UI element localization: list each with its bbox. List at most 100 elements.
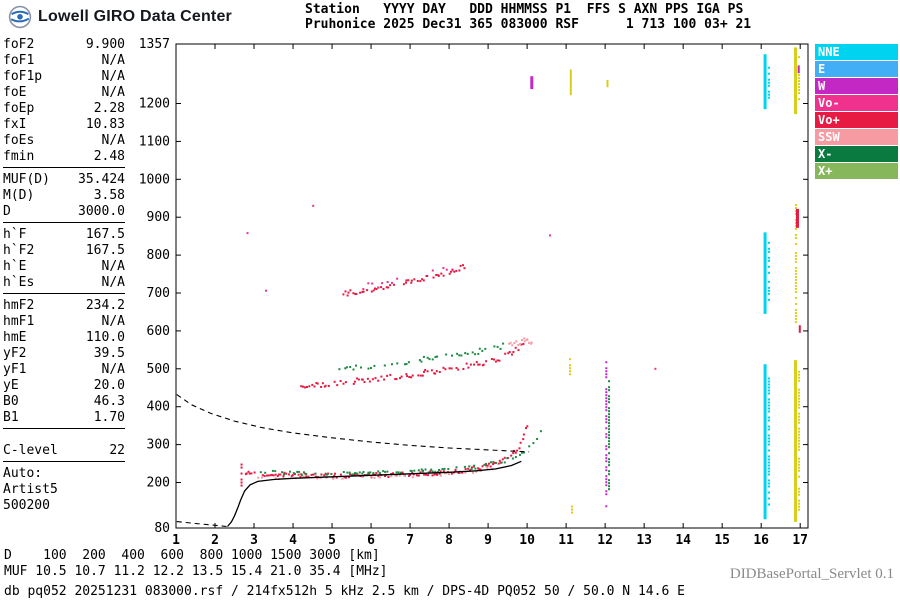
param-row-500200: 500200: [3, 498, 125, 514]
param-row-hf: h`F 167.5: [3, 227, 125, 243]
param-label: hmF1: [3, 314, 35, 329]
param-row-hmf2: hmF2 234.2: [3, 298, 125, 314]
param-value: 2.28: [93, 101, 125, 116]
param-row-foe: foE N/A: [3, 85, 125, 101]
x-tick-label: 4: [289, 533, 297, 548]
param-row-ye: yE 20.0: [3, 378, 125, 394]
param-label: h`F: [3, 227, 27, 242]
y-tick-label: 1100: [139, 134, 170, 149]
legend-item-nne: NNE: [815, 44, 898, 60]
y-tick-label: 200: [147, 476, 170, 491]
y-tick-label: 800: [147, 248, 170, 263]
y-tick-label: 400: [147, 400, 170, 415]
series-noise-specks: [246, 204, 657, 370]
param-label: foEs: [3, 133, 35, 148]
param-row-he: h`E N/A: [3, 259, 125, 275]
servlet-version: DIDBasePortal_Servlet 0.1: [729, 566, 894, 582]
y-tick-label: 1000: [139, 172, 170, 187]
param-row-md: M(D) 3.58: [3, 188, 125, 204]
series-hop2-tip: [508, 337, 533, 347]
param-value: N/A: [101, 275, 125, 290]
param-label: M(D): [3, 188, 35, 203]
station-header-values: Pruhonice 2025 Dec31 365 083000 RSF 1 71…: [305, 17, 752, 32]
d-distances-row: D 100 200 400 600 800 1000 1500 3000 [km…: [4, 548, 380, 563]
y-tick-label: 300: [147, 438, 170, 453]
param-row-fof1: foF1 N/A: [3, 53, 125, 69]
param-value: 10.83: [85, 117, 125, 132]
x-tick-label: 14: [675, 533, 691, 548]
param-label: B1: [3, 410, 19, 425]
x-tick-label: 7: [406, 533, 414, 548]
param-label: fmin: [3, 149, 35, 164]
param-label: fxI: [3, 117, 27, 132]
param-group: C-level 22: [3, 443, 125, 462]
giro-logo: Lowell GIRO Data Center: [8, 5, 232, 29]
param-value: 3000.0: [78, 204, 125, 219]
param-value: 234.2: [85, 298, 125, 313]
station-header: Station YYYY DAY DDD HHMMSS P1 FFS S AXN…: [305, 2, 751, 32]
param-value: 22: [109, 443, 125, 458]
param-row-hmf1: hmF1 N/A: [3, 314, 125, 330]
legend-item-x: X+: [815, 163, 898, 179]
param-row-auto: Auto:: [3, 466, 125, 482]
muf-values-row: MUF 10.5 10.7 11.2 12.2 13.5 15.4 21.0 3…: [4, 564, 388, 579]
series-f-trace-x: [259, 430, 542, 477]
db-info-line: db pq052 20251231 083000.rsf / 214fx512h…: [4, 584, 685, 599]
param-row-hme: hmE 110.0: [3, 330, 125, 346]
rfi-strips: [240, 47, 801, 522]
station-header-columns: Station YYYY DAY DDD HHMMSS P1 FFS S AXN…: [305, 2, 744, 17]
x-tick-label: 17: [792, 533, 808, 548]
param-row-mufd: MUF(D) 35.424: [3, 172, 125, 188]
param-label: C-level: [3, 443, 58, 458]
legend-item-x: X-: [815, 146, 898, 162]
legend-item-vo: Vo-: [815, 95, 898, 111]
x-tick-label: 15: [714, 533, 730, 548]
x-tick-label: 16: [753, 533, 769, 548]
param-label: MUF(D): [3, 172, 50, 187]
param-label: h`Es: [3, 275, 35, 290]
plot-axes: 8020030040050060070080090010001100120013…: [139, 37, 809, 548]
param-row-foes: foEs N/A: [3, 133, 125, 149]
x-tick-label: 2: [211, 533, 219, 548]
param-row-fof1p: foF1p N/A: [3, 69, 125, 85]
line-transmission-curve: [176, 394, 530, 453]
x-tick-label: 3: [250, 533, 258, 548]
param-value: N/A: [101, 85, 125, 100]
param-row-clevel: C-level 22: [3, 443, 125, 459]
y-tick-label: 500: [147, 362, 170, 377]
giro-logo-icon: [8, 5, 32, 29]
param-label: foF1: [3, 53, 35, 68]
param-row-fmin: fmin 2.48: [3, 149, 125, 165]
muf-d-table: D 100 200 400 600 800 1000 1500 3000 [km…: [4, 548, 388, 580]
param-value: 20.0: [93, 378, 125, 393]
y-tick-label: 80: [154, 521, 170, 536]
param-row-hes: h`Es N/A: [3, 275, 125, 291]
line-true-height-profile: [227, 460, 522, 527]
x-tick-label: 10: [519, 533, 535, 548]
legend-item-ssw: SSW: [815, 129, 898, 145]
y-tick-label: 600: [147, 324, 170, 339]
legend-item-vo: Vo+: [815, 112, 898, 128]
legend-item-e: E: [815, 61, 898, 77]
param-value: N/A: [101, 314, 125, 329]
param-row-b1: B1 1.70: [3, 410, 125, 426]
param-label: hmF2: [3, 298, 35, 313]
param-group: Auto: Artist5 500200: [3, 466, 125, 514]
param-value: 35.424: [78, 172, 125, 187]
param-group: h`F 167.5 h`F2 167.5 h`E N/A h`Es N/A: [3, 227, 125, 294]
param-value: 39.5: [93, 346, 125, 361]
param-label: yF2: [3, 346, 27, 361]
y-tick-label: 900: [147, 210, 170, 225]
direction-legend: NNE E W Vo- Vo+ SSW X- X+: [815, 44, 898, 180]
y-tick-label: 700: [147, 286, 170, 301]
x-tick-label: 5: [328, 533, 336, 548]
param-label: yF1: [3, 362, 27, 377]
param-label: hmE: [3, 330, 27, 345]
x-tick-label: 8: [445, 533, 453, 548]
param-row-yf2: yF2 39.5: [3, 346, 125, 362]
param-value: 3.58: [93, 188, 125, 203]
x-tick-label: 9: [484, 533, 492, 548]
param-label: foEp: [3, 101, 35, 116]
param-label: yE: [3, 378, 19, 393]
